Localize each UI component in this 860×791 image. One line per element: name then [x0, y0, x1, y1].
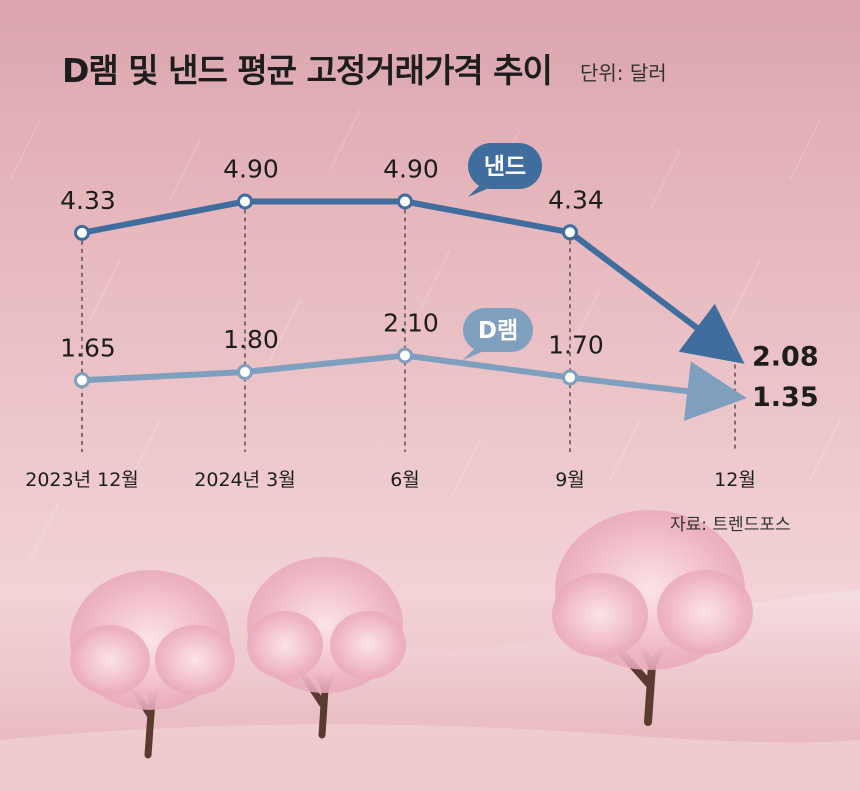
end-data-label: 1.35 — [752, 382, 819, 413]
data-label: 4.90 — [223, 155, 279, 184]
data-label: 4.33 — [60, 186, 116, 215]
series-line — [81, 198, 571, 236]
data-point — [562, 369, 578, 386]
legend-dram: D램 — [463, 308, 533, 360]
unit-label: 단위: 달러 — [580, 61, 667, 85]
x-tick-label: 6월 — [390, 469, 420, 491]
data-label: 4.90 — [383, 155, 439, 184]
chart-title: D램 및 낸드 평균 고정거래가격 추이 — [62, 51, 553, 90]
end-data-label: 2.08 — [752, 342, 819, 373]
x-tick-label: 12월 — [714, 469, 756, 491]
x-tick-label: 2023년 12월 — [25, 469, 139, 491]
data-label: 1.65 — [60, 333, 116, 362]
data-point — [237, 364, 253, 380]
data-point — [74, 372, 90, 389]
legend-nand: 낸드 — [468, 143, 542, 197]
series-arrow — [568, 229, 745, 364]
cherry-tree-left — [70, 570, 235, 759]
cherry-tree-middle — [247, 557, 406, 739]
source-label: 자료: 트렌드포스 — [670, 515, 791, 535]
legend-label: 낸드 — [484, 154, 526, 180]
data-label: 1.70 — [548, 331, 604, 360]
legend-label: D램 — [478, 318, 518, 344]
data-point — [397, 193, 413, 210]
data-point — [74, 224, 90, 241]
data-point — [397, 347, 413, 364]
data-label: 1.80 — [223, 325, 279, 354]
data-label: 4.34 — [548, 185, 604, 214]
data-point — [562, 224, 578, 241]
series-line — [81, 352, 571, 384]
rain-streaks — [9, 109, 841, 561]
data-point — [237, 193, 253, 210]
series-arrow — [569, 361, 747, 421]
x-tick-label: 2024년 3월 — [194, 469, 295, 491]
data-label: 2.10 — [383, 309, 439, 338]
x-tick-label: 9월 — [555, 469, 585, 491]
cherry-tree-right — [552, 510, 753, 726]
